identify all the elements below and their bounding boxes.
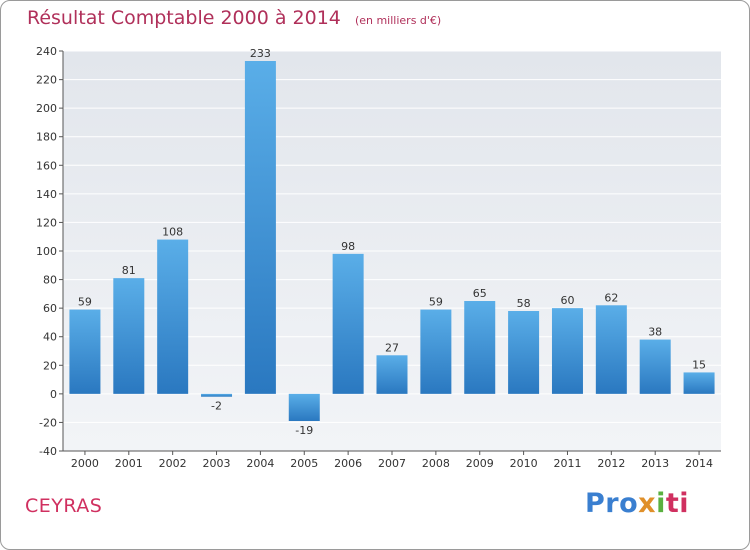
bar-2006 [332,253,364,394]
x-tick-label-2010: 2010 [510,457,538,470]
value-label-2012: 62 [604,291,618,304]
value-label-2007: 27 [385,341,399,354]
chart-title-text: Résultat Comptable 2000 à 2014 [27,7,341,29]
value-label-2002: 108 [162,226,183,239]
y-tick-label: 240 [36,45,57,58]
x-tick-label-2002: 2002 [159,457,187,470]
y-tick-label: -20 [39,416,57,429]
logo-part-2: x [638,488,657,519]
y-tick-label: 40 [43,331,57,344]
chart-unit-label: (en milliers d'€) [354,14,442,27]
y-tick-label: 120 [36,216,57,229]
value-label-2009: 65 [473,287,487,300]
value-label-2004: 233 [250,47,271,60]
bar-2012 [595,305,627,394]
value-label-2013: 38 [648,326,662,339]
x-tick-label-2008: 2008 [422,457,450,470]
chart-title: Résultat Comptable 2000 à 2014 (en milli… [27,7,441,29]
bar-2013 [639,339,671,394]
x-tick-label-2000: 2000 [71,457,99,470]
y-tick-label: 200 [36,102,57,115]
x-tick-label-2003: 2003 [203,457,231,470]
bar-2014 [683,372,715,394]
bar-2003 [201,393,233,397]
logo-part-4: ti [665,488,690,519]
logo-part-3: i [656,488,666,519]
bar-2002 [157,239,189,394]
bar-2010 [508,311,540,394]
x-tick-label-2014: 2014 [685,457,713,470]
bar-2005 [288,393,320,421]
y-tick-label: 160 [36,159,57,172]
x-tick-label-2006: 2006 [334,457,362,470]
y-tick-label: 60 [43,302,57,315]
y-tick-label: -40 [39,445,57,458]
x-tick-label-2009: 2009 [466,457,494,470]
value-label-2000: 59 [78,296,92,309]
value-label-2014: 15 [692,358,706,371]
bar-2004 [244,61,276,394]
x-tick-label-2011: 2011 [553,457,581,470]
logo-part-1: Pro [585,488,639,519]
bar-2009 [464,301,496,394]
y-tick-label: 80 [43,274,57,287]
bar-2000 [69,309,101,394]
x-tick-label-2005: 2005 [290,457,318,470]
bar-2011 [551,308,583,394]
value-label-2010: 58 [517,297,531,310]
y-tick-label: 20 [43,359,57,372]
y-tick-label: 180 [36,131,57,144]
y-tick-label: 100 [36,245,57,258]
proxiti-logo: Proxiti [585,488,689,519]
bar-2008 [420,309,452,394]
value-label-2011: 60 [560,294,574,307]
x-tick-label-2013: 2013 [641,457,669,470]
bar-2001 [113,278,145,394]
x-tick-label-2004: 2004 [246,457,274,470]
location-name: CEYRAS [25,495,103,517]
x-tick-label-2007: 2007 [378,457,406,470]
y-tick-label: 220 [36,74,57,87]
value-label-2005: -19 [295,424,313,437]
value-label-2003: -2 [211,400,222,413]
bar-2007 [376,355,408,394]
value-label-2001: 81 [122,264,136,277]
x-tick-label-2012: 2012 [597,457,625,470]
value-label-2006: 98 [341,240,355,253]
y-tick-label: 140 [36,188,57,201]
x-tick-label-2001: 2001 [115,457,143,470]
y-tick-label: 0 [50,388,57,401]
value-label-2008: 59 [429,296,443,309]
